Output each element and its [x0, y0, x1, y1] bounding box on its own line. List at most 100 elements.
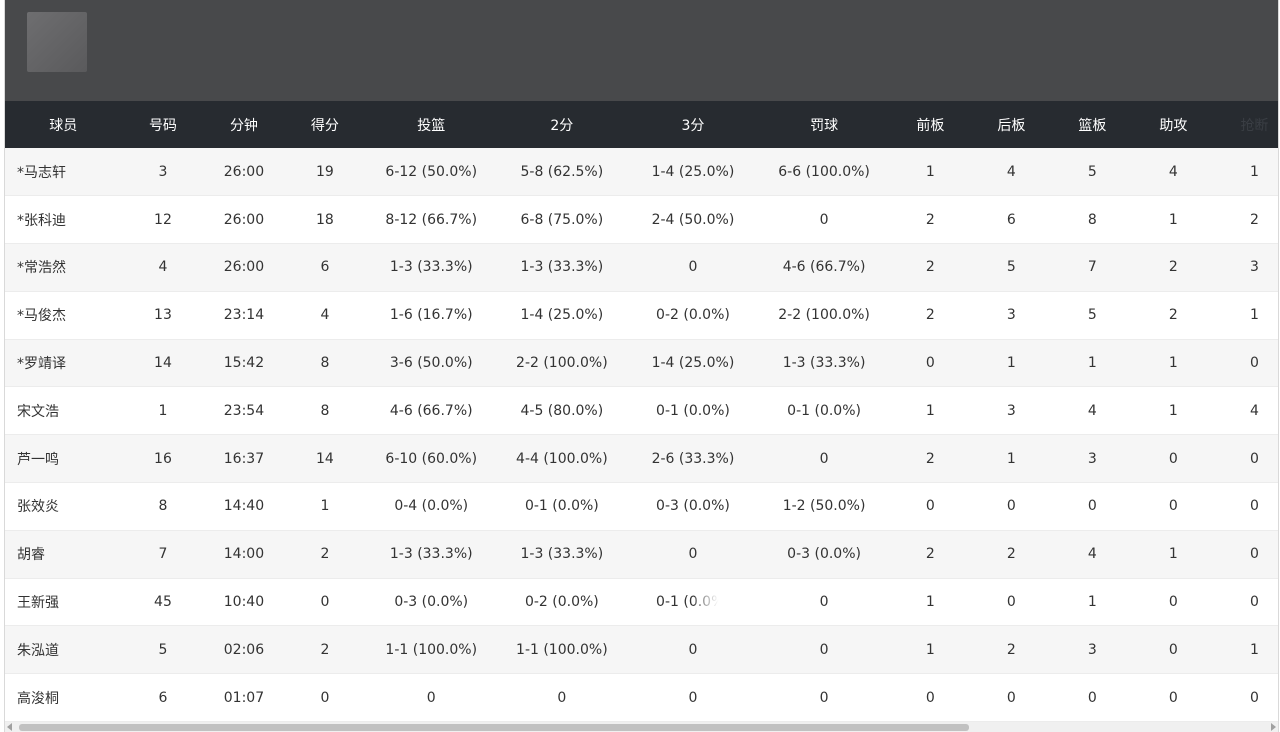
cell-player[interactable]: 宋文浩: [5, 386, 122, 436]
cell-minutes: 14:40: [204, 482, 284, 531]
table-row: *马志轩 3 26:00 19 6-12 (50.0%) 5-8 (62.5%) 1-4 (…: [5, 148, 1278, 197]
cell-minutes: 16:37: [204, 434, 284, 484]
table-row: *罗靖译 14 15:42 8 3-6 (50.0%) 2-2 (100.0%) 1-4 (…: [5, 339, 1278, 388]
cell-ast: 4: [1132, 148, 1214, 197]
cell-stl: 0: [1213, 339, 1278, 388]
cell-stl: 3: [1213, 243, 1278, 292]
cell-ft: 1-2 (50.0%): [758, 482, 890, 531]
cell-points: 4: [283, 291, 367, 340]
cell-oreb: 0: [889, 673, 971, 723]
cell-oreb: 1: [889, 578, 971, 627]
cell-number: 13: [121, 291, 205, 340]
col-header-player[interactable]: 球员: [49, 117, 78, 134]
cell-player[interactable]: 芦一鸣: [5, 434, 122, 484]
col-header-stl[interactable]: 抢断: [1240, 117, 1269, 134]
col-header-ast[interactable]: 助攻: [1159, 117, 1188, 134]
cell-2pt: 6-8 (75.0%): [496, 195, 628, 245]
col-header-oreb[interactable]: 前板: [916, 117, 945, 134]
cell-points: 2: [283, 625, 367, 675]
cell-oreb: 2: [889, 530, 971, 579]
cell-reb: 5: [1051, 291, 1133, 340]
col-header-2pt[interactable]: 2分: [550, 117, 574, 134]
cell-player[interactable]: *马志轩: [5, 148, 122, 197]
cell-ft: 6-6 (100.0%): [758, 148, 890, 197]
col-header-ft[interactable]: 罚球: [810, 117, 839, 134]
boxscore-panel: 球员 号码 分钟 得分 投篮 2分 3分 罚球 前板 后板 篮板 助攻 抢断 *…: [4, 0, 1279, 732]
cell-player[interactable]: 张效炎: [5, 482, 122, 531]
cell-ast: 0: [1132, 673, 1214, 723]
cell-fg: 3-6 (50.0%): [366, 339, 497, 388]
cell-ast: 2: [1132, 243, 1214, 292]
col-header-number[interactable]: 号码: [148, 117, 177, 134]
cell-ast: 0: [1132, 482, 1214, 531]
cell-dreb: 5: [970, 243, 1052, 292]
cell-oreb: 0: [889, 482, 971, 531]
cell-ft: 0: [758, 673, 890, 723]
scrollbar-thumb[interactable]: [19, 724, 969, 731]
col-header-3pt[interactable]: 3分: [681, 117, 705, 134]
cell-points: 2: [283, 530, 367, 579]
cell-fg: 6-10 (60.0%): [366, 434, 497, 484]
cell-ft: 0: [758, 578, 890, 627]
cell-ft: 2-2 (100.0%): [758, 291, 890, 340]
cell-player[interactable]: 朱泓道: [5, 625, 122, 675]
cell-stl: 0: [1213, 434, 1278, 484]
cell-reb: 0: [1051, 673, 1133, 723]
cell-2pt: 1-1 (100.0%): [496, 625, 628, 675]
cell-2pt: 2-2 (100.0%): [496, 339, 628, 388]
cell-fg: 0-3 (0.0%): [366, 578, 497, 627]
cell-player[interactable]: 高浚桐: [5, 673, 122, 723]
cell-stl: 0: [1213, 578, 1278, 627]
table-row: 王新强 45 10:40 0 0-3 (0.0%) 0-2 (0.0%) 0-1 (0.0%…: [5, 578, 1278, 627]
cell-3pt: 0: [627, 625, 759, 675]
cell-oreb: 1: [889, 625, 971, 675]
col-header-minutes[interactable]: 分钟: [229, 117, 258, 134]
cell-number: 12: [121, 195, 205, 245]
cell-stl: 2: [1213, 195, 1278, 245]
cell-minutes: 23:54: [204, 386, 284, 436]
col-header-reb[interactable]: 篮板: [1078, 117, 1107, 134]
col-header-dreb[interactable]: 后板: [997, 117, 1026, 134]
cell-2pt: 1-3 (33.3%): [496, 243, 628, 292]
cell-reb: 5: [1051, 148, 1133, 197]
cell-stl: 1: [1213, 148, 1278, 197]
cell-fg: 4-6 (66.7%): [366, 386, 497, 436]
cell-fg: 0: [366, 673, 497, 723]
cell-dreb: 6: [970, 195, 1052, 245]
cell-number: 16: [121, 434, 205, 484]
cell-dreb: 1: [970, 434, 1052, 484]
scroll-left-arrow-icon[interactable]: [7, 723, 12, 731]
cell-3pt: 0: [627, 243, 759, 292]
cell-stl: 1: [1213, 625, 1278, 675]
cell-fg: 1-1 (100.0%): [366, 625, 497, 675]
cell-player[interactable]: *马俊杰: [5, 291, 122, 340]
cell-number: 5: [121, 625, 205, 675]
horizontal-scrollbar[interactable]: [5, 722, 1278, 732]
cell-fg: 8-12 (66.7%): [366, 195, 497, 245]
col-header-fg[interactable]: 投篮: [417, 117, 446, 134]
cell-ft: 0-3 (0.0%): [758, 530, 890, 579]
cell-3pt: 0-2 (0.0%): [627, 291, 759, 340]
cell-dreb: 2: [970, 625, 1052, 675]
cell-fg: 1-3 (33.3%): [366, 243, 497, 292]
blurred-overlay: [695, 592, 773, 612]
cell-number: 1: [121, 386, 205, 436]
cell-oreb: 2: [889, 195, 971, 245]
cell-stl: 0: [1213, 673, 1278, 723]
cell-player[interactable]: *罗靖译: [5, 339, 122, 388]
cell-2pt: 5-8 (62.5%): [496, 148, 628, 197]
scroll-right-arrow-icon[interactable]: [1271, 723, 1276, 731]
cell-ft: 0: [758, 195, 890, 245]
cell-reb: 1: [1051, 339, 1133, 388]
cell-player[interactable]: 胡睿: [5, 530, 122, 579]
col-header-points[interactable]: 得分: [310, 117, 339, 134]
cell-dreb: 0: [970, 482, 1052, 531]
cell-minutes: 10:40: [204, 578, 284, 627]
cell-reb: 4: [1051, 530, 1133, 579]
cell-player[interactable]: *张科迪: [5, 195, 122, 245]
cell-ast: 0: [1132, 625, 1214, 675]
cell-ast: 0: [1132, 434, 1214, 484]
cell-player[interactable]: *常浩然: [5, 243, 122, 292]
table-row: 高浚桐 6 01:07 0 0 0 0 0 0 0 0 0 0: [5, 673, 1278, 723]
cell-player[interactable]: 王新强: [5, 578, 122, 627]
